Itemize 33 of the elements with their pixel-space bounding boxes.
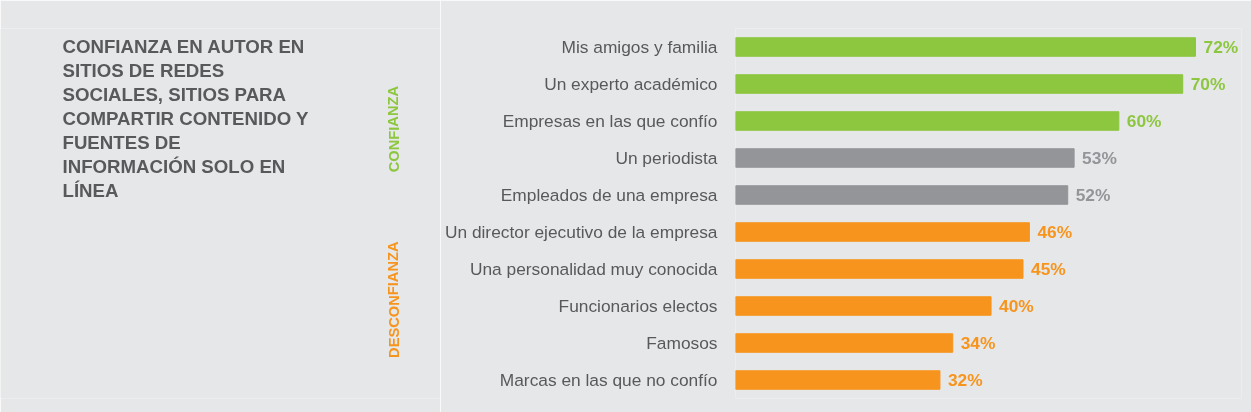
bar	[735, 148, 1075, 168]
bar	[735, 296, 992, 316]
y-tick-label: Un periodista	[615, 148, 718, 168]
bar	[735, 111, 1120, 131]
y-tick-label: Empleados de una empresa	[500, 185, 718, 205]
data-label: 72%	[1203, 37, 1239, 57]
y-tick-label: Mis amigos y familia	[561, 37, 718, 57]
data-label: 34%	[960, 333, 996, 353]
y-tick-label: Famosos	[646, 333, 718, 353]
y-tick-label: Una personalidad muy conocida	[469, 259, 718, 279]
data-label: 53%	[1082, 148, 1117, 168]
y-tick-label: Funcionarios electos	[558, 296, 718, 316]
y-tick-label: Un experto académico	[544, 74, 718, 94]
bar	[735, 74, 1184, 94]
bar	[735, 37, 1196, 57]
text: CONFIANZA EN AUTOR EN SITIOS DE REDES SOCIALES, SITIOS PARA COMPARTIR CONTENIDO Y FUENTES DE INFORMACIÓN SOLO EN LÍNEA	[62, 36, 310, 201]
bar	[735, 370, 941, 390]
y-tick-label: Un director ejecutivo de la empresa	[444, 222, 718, 242]
bar	[735, 259, 1024, 279]
text: CONFIANZA	[385, 85, 402, 173]
bar	[735, 185, 1069, 205]
bar	[735, 222, 1030, 242]
data-label: 45%	[1031, 259, 1066, 279]
data-label: 40%	[999, 296, 1034, 316]
y-tick-label: Marcas en las que no confío	[499, 370, 718, 390]
data-label: 60%	[1126, 111, 1162, 131]
bar	[735, 333, 954, 353]
text: DESCONFIANZA	[385, 241, 402, 358]
data-label: 32%	[947, 370, 983, 390]
data-label: 70%	[1190, 74, 1226, 94]
y-tick-label: Empresas en las que confío	[502, 111, 718, 131]
data-label: 46%	[1037, 222, 1073, 242]
data-label: 52%	[1075, 185, 1111, 205]
